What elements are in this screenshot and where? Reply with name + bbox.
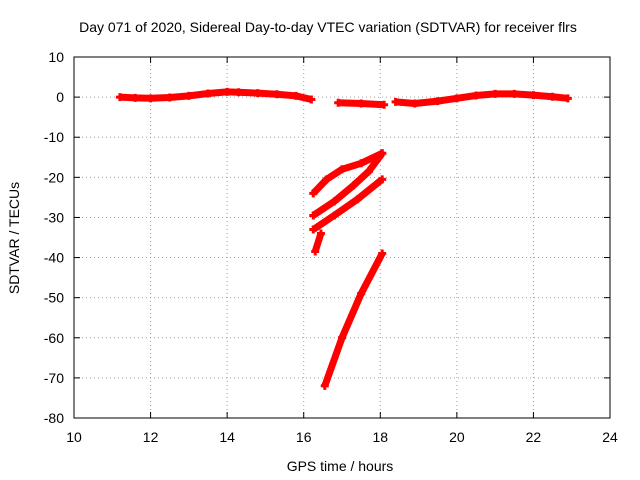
- data-point: [316, 229, 325, 238]
- data-point: [146, 94, 155, 103]
- y-tick-label: 0: [56, 89, 64, 105]
- data-point: [378, 149, 387, 158]
- grid-lines: [74, 57, 610, 418]
- data-point: [563, 94, 572, 103]
- series-segment: [395, 90, 569, 107]
- data-point: [378, 175, 387, 184]
- data-point: [433, 97, 442, 106]
- data-point: [307, 95, 316, 104]
- data-point: [309, 211, 318, 220]
- data-point: [115, 93, 124, 102]
- data-point: [311, 247, 320, 256]
- data-point: [309, 189, 318, 198]
- data-point: [452, 94, 461, 103]
- data-point: [184, 91, 193, 100]
- y-tick-labels: 10 0 -10 -20 -30 -40 -50 -60 -70 -80: [44, 49, 64, 426]
- x-axis-label: GPS time / hours: [287, 458, 394, 474]
- data-point: [320, 381, 329, 390]
- x-tick-label: 18: [372, 429, 388, 445]
- data-point: [548, 92, 557, 101]
- data-point: [491, 89, 500, 98]
- x-tick-label: 10: [66, 429, 82, 445]
- data-point: [322, 175, 331, 184]
- data-point: [330, 197, 339, 206]
- data-point: [223, 87, 232, 96]
- axis-ticks: [73, 56, 611, 419]
- x-tick-label: 16: [296, 429, 312, 445]
- data-point: [357, 289, 366, 298]
- data-point: [349, 181, 358, 190]
- data-point: [272, 90, 281, 99]
- data-point: [510, 89, 519, 98]
- x-tick-label: 24: [602, 429, 618, 445]
- data-point: [380, 100, 389, 109]
- y-tick-label: -10: [44, 129, 64, 145]
- y-tick-label: -30: [44, 209, 64, 225]
- y-tick-label: -20: [44, 169, 64, 185]
- x-tick-labels: 10 12 14 16 18 20 22 24: [66, 429, 618, 445]
- y-tick-label: -80: [44, 410, 64, 426]
- plot-frame: [73, 56, 611, 419]
- data-point: [364, 167, 373, 176]
- data-point: [357, 159, 366, 168]
- data-point: [472, 91, 480, 100]
- y-tick-label: -70: [44, 370, 64, 386]
- data-point: [334, 98, 343, 107]
- data-point: [292, 91, 301, 100]
- data-point: [165, 93, 174, 102]
- y-tick-label: 10: [48, 49, 64, 65]
- y-tick-label: -60: [44, 330, 64, 346]
- data-point: [410, 99, 419, 108]
- data-point: [357, 99, 366, 108]
- series-segment: [311, 176, 385, 233]
- data-point: [330, 211, 339, 220]
- data-point: [378, 249, 387, 258]
- data-point: [338, 165, 346, 174]
- data-point: [529, 91, 538, 100]
- y-axis-label: SDTVAR / TECUs: [6, 182, 22, 294]
- data-point: [391, 97, 400, 106]
- x-tick-label: 14: [219, 429, 235, 445]
- data-point: [234, 88, 243, 97]
- series-segment: [321, 251, 386, 388]
- chart-title: Day 071 of 2020, Sidereal Day-to-day VTE…: [79, 19, 577, 35]
- x-tick-label: 22: [526, 429, 542, 445]
- data-point: [204, 89, 212, 98]
- x-tick-label: 12: [143, 429, 159, 445]
- series-layer: [115, 87, 572, 390]
- data-point: [353, 195, 362, 204]
- data-point: [338, 333, 346, 342]
- data-point: [309, 225, 318, 234]
- x-tick-label: 20: [449, 429, 465, 445]
- y-tick-label: -40: [44, 250, 64, 266]
- data-point: [253, 89, 262, 98]
- data-point: [131, 93, 140, 102]
- y-tick-label: -50: [44, 290, 64, 306]
